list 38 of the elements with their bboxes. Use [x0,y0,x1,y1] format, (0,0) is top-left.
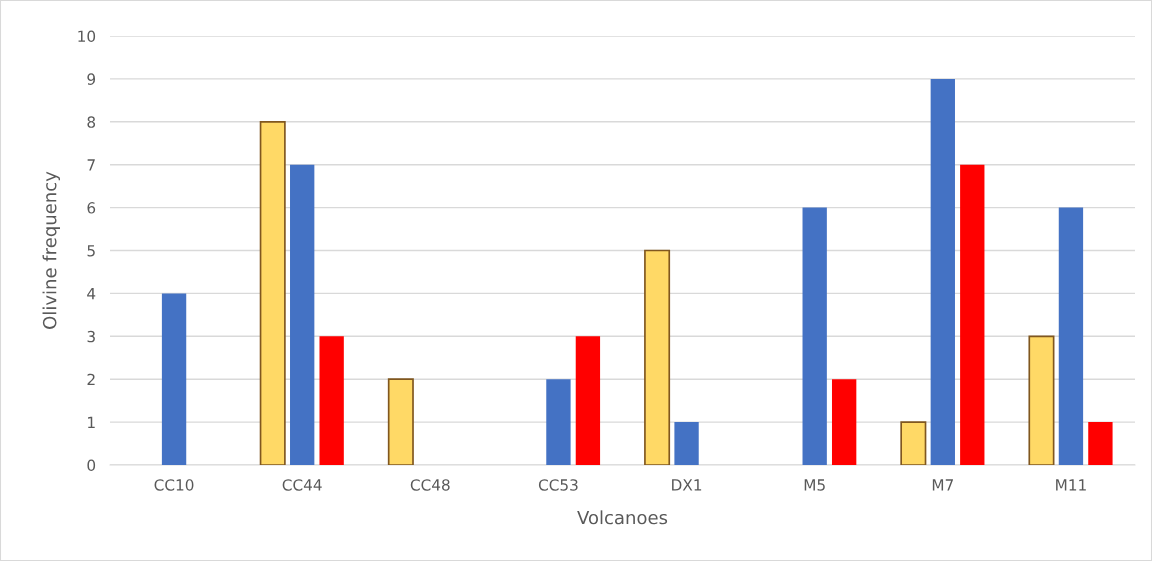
bar [387,378,414,465]
x-tick-label: M7 [932,479,953,491]
y-tick-label: 9 [87,73,96,85]
y-tick-label: 8 [87,116,96,128]
y-tick-label: 4 [87,288,96,300]
bar [930,78,955,465]
y-tick-label: 3 [87,330,95,343]
bar [644,249,671,465]
bar [575,336,601,465]
y-tick-label: 2 [87,373,95,385]
bar [1058,207,1084,465]
bar [674,422,699,465]
bar [319,336,344,465]
y-tick-label: 1 [88,416,95,428]
x-tick-label: DX1 [672,479,702,491]
y-axis-title: Olivine frequency [42,171,60,329]
bar [831,379,857,465]
y-tick-label: 7 [87,159,95,171]
bar [900,421,927,465]
bar [960,164,985,465]
x-tick-label: M11 [1056,479,1086,491]
y-tick-label: 5 [87,245,95,257]
y-tick-label: 0 [87,459,96,472]
x-axis-title: Volcanoes [577,510,668,525]
y-tick-label: 10 [78,30,96,43]
bar [1088,422,1113,465]
bar [259,120,286,465]
x-tick-label: CC48 [410,479,450,491]
bar [546,379,571,465]
bar [161,293,187,465]
x-tick-label: CC10 [154,479,194,491]
x-tick-label: CC44 [282,479,322,491]
x-tick-label: M5 [804,479,825,491]
bar [1028,335,1055,465]
bar [290,164,315,465]
bar [802,207,827,465]
x-tick-label: CC53 [538,479,578,491]
y-tick-label: 6 [87,202,96,214]
